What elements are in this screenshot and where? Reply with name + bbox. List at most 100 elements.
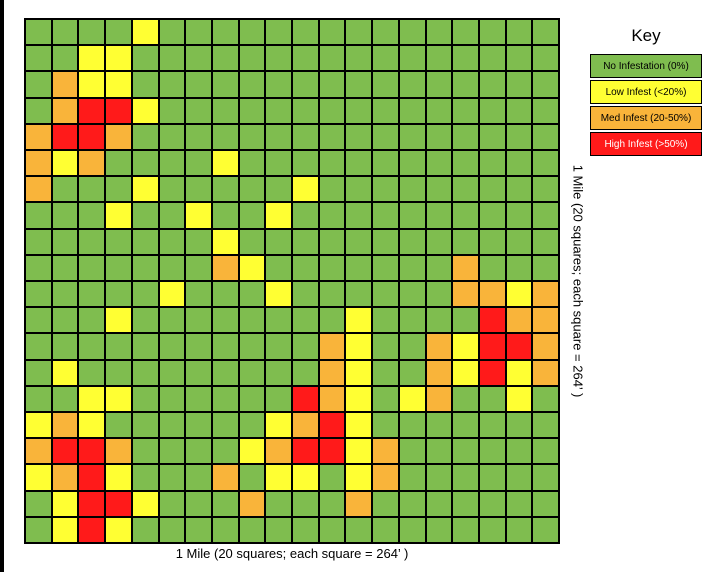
grid-cell-none bbox=[26, 334, 51, 359]
grid-cell-none bbox=[159, 413, 185, 438]
grid-cell-none bbox=[266, 308, 291, 333]
grid-cell-low bbox=[506, 282, 532, 307]
grid-cell-none bbox=[132, 413, 158, 438]
grid-cell-none bbox=[399, 177, 425, 202]
grid-cell-none bbox=[212, 282, 238, 307]
grid-cell-none bbox=[239, 20, 265, 45]
grid-cell-low bbox=[132, 98, 158, 123]
grid-cell-none bbox=[266, 386, 291, 411]
grid-cell-none bbox=[266, 177, 291, 202]
grid-cell-none bbox=[186, 308, 211, 333]
grid-cell-none bbox=[319, 72, 345, 97]
grid-cell-none bbox=[479, 386, 505, 411]
grid-cell-none bbox=[212, 413, 238, 438]
grid-cell-none bbox=[52, 334, 78, 359]
grid-cell-none bbox=[399, 203, 425, 228]
grid-cell-none bbox=[319, 177, 345, 202]
grid-cell-none bbox=[293, 491, 318, 516]
grid-cell-med bbox=[426, 334, 452, 359]
grid-cell-none bbox=[239, 151, 265, 176]
grid-cell-none bbox=[399, 439, 425, 464]
grid-cell-none bbox=[159, 439, 185, 464]
grid-cell-none bbox=[239, 72, 265, 97]
grid-cell-high bbox=[79, 98, 105, 123]
grid-cell-none bbox=[453, 151, 478, 176]
grid-cell-low bbox=[132, 491, 158, 516]
grid-cell-none bbox=[426, 203, 452, 228]
grid-cell-high bbox=[506, 334, 532, 359]
grid-cell-none bbox=[159, 124, 185, 149]
grid-cell-none bbox=[399, 491, 425, 516]
grid-cell-none bbox=[373, 517, 398, 542]
grid-cell-none bbox=[186, 517, 211, 542]
key-item-med-infest: Med Infest (20-50%) bbox=[590, 106, 702, 130]
grid-cell-low bbox=[453, 360, 478, 385]
grid-cell-low bbox=[52, 360, 78, 385]
grid-cell-high bbox=[79, 465, 105, 490]
grid-cell-low bbox=[79, 386, 105, 411]
grid-cell-none bbox=[346, 151, 372, 176]
grid-cell-none bbox=[239, 413, 265, 438]
grid-cell-none bbox=[293, 46, 318, 71]
grid-cell-none bbox=[26, 255, 51, 280]
grid-cell-none bbox=[79, 282, 105, 307]
grid-cell-med bbox=[106, 439, 131, 464]
grid-cell-none bbox=[26, 386, 51, 411]
grid-cell-none bbox=[479, 177, 505, 202]
grid-cell-none bbox=[399, 151, 425, 176]
grid-cell-none bbox=[132, 282, 158, 307]
grid-cell-none bbox=[506, 517, 532, 542]
grid-cell-none bbox=[506, 413, 532, 438]
grid-cell-none bbox=[106, 334, 131, 359]
grid-cell-none bbox=[212, 46, 238, 71]
grid-cell-none bbox=[453, 308, 478, 333]
grid-cell-none bbox=[319, 255, 345, 280]
right-axis-label: 1 Mile (20 squares; each square = 264’ ) bbox=[570, 164, 586, 398]
grid-cell-med bbox=[319, 386, 345, 411]
grid-cell-none bbox=[373, 229, 398, 254]
grid-cell-low bbox=[106, 203, 131, 228]
grid-cell-low bbox=[266, 465, 291, 490]
grid-cell-med bbox=[26, 151, 51, 176]
grid-cell-med bbox=[106, 124, 131, 149]
grid-cell-none bbox=[373, 98, 398, 123]
grid-cell-none bbox=[26, 203, 51, 228]
grid-cell-none bbox=[479, 46, 505, 71]
grid-cell-none bbox=[293, 360, 318, 385]
grid-cell-none bbox=[159, 255, 185, 280]
grid-cell-none bbox=[479, 255, 505, 280]
grid-cell-none bbox=[426, 491, 452, 516]
grid-cell-none bbox=[293, 203, 318, 228]
grid-cell-med bbox=[239, 491, 265, 516]
grid-cell-high bbox=[106, 98, 131, 123]
grid-cell-none bbox=[186, 282, 211, 307]
right-axis-label-wrapper: 1 Mile (20 squares; each square = 264’ ) bbox=[570, 18, 586, 544]
grid-cell-none bbox=[266, 517, 291, 542]
grid-cell-med bbox=[52, 72, 78, 97]
grid-cell-none bbox=[373, 334, 398, 359]
grid-cell-low bbox=[132, 20, 158, 45]
grid-cell-none bbox=[186, 439, 211, 464]
grid-cell-none bbox=[293, 151, 318, 176]
grid-cell-med bbox=[79, 151, 105, 176]
grid-cell-none bbox=[506, 439, 532, 464]
grid-cell-none bbox=[79, 177, 105, 202]
grid-cell-none bbox=[79, 203, 105, 228]
grid-cell-none bbox=[79, 360, 105, 385]
grid-cell-none bbox=[266, 20, 291, 45]
grid-cell-none bbox=[52, 46, 78, 71]
grid-cell-none bbox=[506, 203, 532, 228]
grid-cell-none bbox=[373, 491, 398, 516]
grid-cell-low bbox=[79, 72, 105, 97]
grid-cell-none bbox=[506, 20, 532, 45]
grid-cell-none bbox=[533, 20, 558, 45]
grid-cell-high bbox=[79, 517, 105, 542]
grid-cell-none bbox=[453, 491, 478, 516]
grid-cell-none bbox=[293, 20, 318, 45]
grid-cell-none bbox=[52, 282, 78, 307]
grid-cell-none bbox=[426, 308, 452, 333]
grid-cell-high bbox=[79, 124, 105, 149]
grid-cell-none bbox=[186, 72, 211, 97]
grid-cell-none bbox=[52, 177, 78, 202]
grid-cell-low bbox=[346, 439, 372, 464]
